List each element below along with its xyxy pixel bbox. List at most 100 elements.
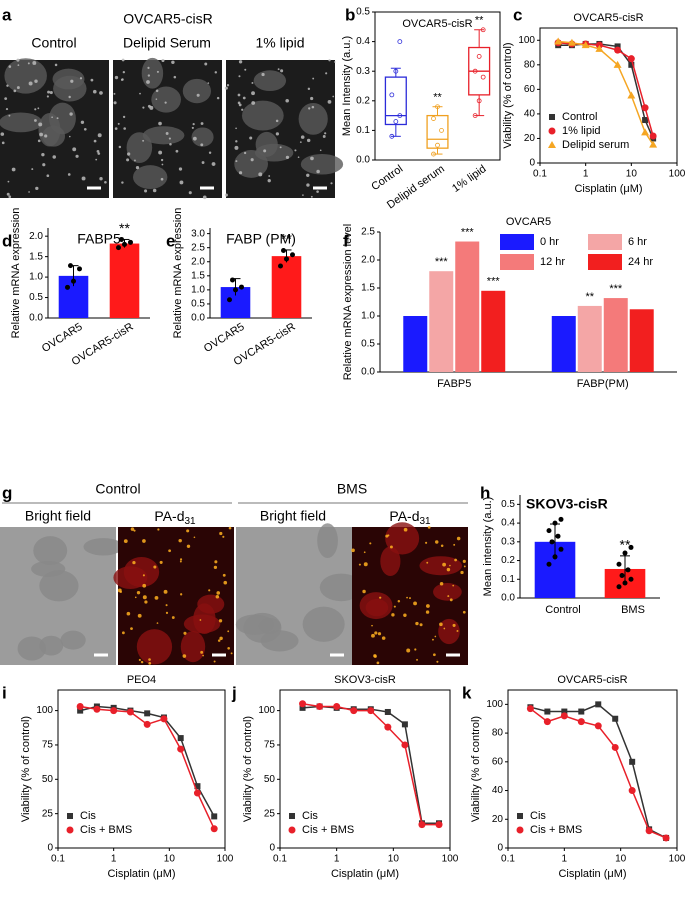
speckle <box>97 152 101 155</box>
y-tick-label: 1.5 <box>29 251 43 262</box>
data-point <box>389 92 395 98</box>
x-tick-label: 1 <box>562 854 568 865</box>
x-axis-label: Cisplatin (μM) <box>107 868 175 880</box>
y-tick-label: 0.2 <box>356 95 370 106</box>
speckle <box>325 72 328 75</box>
speckle <box>135 166 140 170</box>
speckle <box>216 591 221 595</box>
x-tick-label: 100 <box>669 854 685 865</box>
speckle <box>251 91 255 96</box>
marker <box>316 702 324 710</box>
speckle <box>277 68 280 71</box>
plot-frame <box>374 11 501 161</box>
panel-letter: b <box>345 5 355 24</box>
speckle <box>319 149 322 152</box>
speckle <box>324 132 327 135</box>
speckle <box>154 595 159 600</box>
y-tick-label: 100 <box>518 35 535 46</box>
speckle <box>32 61 37 65</box>
bar <box>481 290 506 372</box>
speckle <box>52 155 56 159</box>
cell <box>123 556 160 588</box>
marker <box>76 702 84 710</box>
speckle <box>180 593 183 596</box>
marker <box>611 743 619 751</box>
legend-marker <box>517 813 523 819</box>
cell <box>241 100 284 131</box>
speckle <box>93 139 97 143</box>
chart-title: OVCAR5-cisR <box>402 18 472 30</box>
speckle <box>158 121 162 126</box>
data-point <box>397 113 403 118</box>
legend-label: 1% lipid <box>562 125 601 137</box>
speckle <box>238 171 243 175</box>
marker <box>93 705 101 713</box>
marker <box>628 787 636 795</box>
legend-marker <box>66 826 74 834</box>
x-tick-label: 100 <box>442 854 459 865</box>
chart-title: OVCAR5-cisR <box>557 674 627 686</box>
speckle <box>397 599 401 603</box>
speckle <box>371 624 373 627</box>
speckle <box>38 122 43 127</box>
speckle <box>447 595 450 598</box>
marker <box>544 708 551 715</box>
y-tick-label: 0 <box>47 843 53 854</box>
speckle <box>452 623 456 627</box>
marker <box>384 708 391 715</box>
data-point <box>119 236 124 242</box>
speckle <box>425 604 430 608</box>
y-tick-label: 2.0 <box>29 231 43 242</box>
speckle <box>452 584 455 587</box>
panel-title: OVCAR5-cisR <box>123 11 212 27</box>
data-point <box>68 263 73 269</box>
cell <box>365 598 389 617</box>
box <box>384 76 407 126</box>
marker <box>177 745 185 753</box>
image-caption: PA-d31 <box>389 508 431 527</box>
speckle <box>13 89 17 93</box>
speckle <box>182 654 187 658</box>
speckle <box>280 69 284 73</box>
speckle <box>251 81 254 84</box>
x-tick-label: 10 <box>615 854 627 865</box>
speckle <box>328 59 331 62</box>
speckle <box>178 538 182 543</box>
data-point <box>558 516 564 522</box>
data-point <box>476 98 482 104</box>
y-tick-label: 1.5 <box>191 270 205 281</box>
marker <box>614 46 622 54</box>
plot-frame <box>57 689 226 849</box>
speckle <box>312 77 315 80</box>
data-point <box>77 266 82 272</box>
x-tick-label: 0.1 <box>273 854 287 865</box>
speckle <box>155 89 159 93</box>
speckle <box>215 594 220 599</box>
y-tick-label: 0.5 <box>361 339 375 350</box>
speckle <box>28 81 33 86</box>
marker <box>567 38 576 46</box>
y-tick-label: 1.0 <box>29 272 43 283</box>
speckle <box>179 558 183 561</box>
marker <box>126 708 134 716</box>
legend-swatch <box>588 234 622 250</box>
speckle <box>122 115 126 119</box>
speckle <box>261 72 265 77</box>
speckle <box>114 127 118 130</box>
speckle <box>224 86 228 90</box>
data-point <box>558 546 564 552</box>
x-tick-label: OVCAR5 <box>40 321 85 355</box>
speckle <box>381 636 386 640</box>
speckle <box>8 195 12 199</box>
speckle <box>196 93 200 97</box>
speckle <box>390 545 393 549</box>
chart-title: PEO4 <box>127 674 156 686</box>
cell <box>255 131 278 157</box>
legend-marker <box>548 127 556 135</box>
marker <box>144 710 151 717</box>
speckle <box>133 529 136 532</box>
speckle <box>427 526 431 529</box>
panel-letter: i <box>2 683 7 702</box>
panel-letter: g <box>2 483 12 502</box>
x-axis-label: Cisplatin (μM) <box>574 183 642 195</box>
